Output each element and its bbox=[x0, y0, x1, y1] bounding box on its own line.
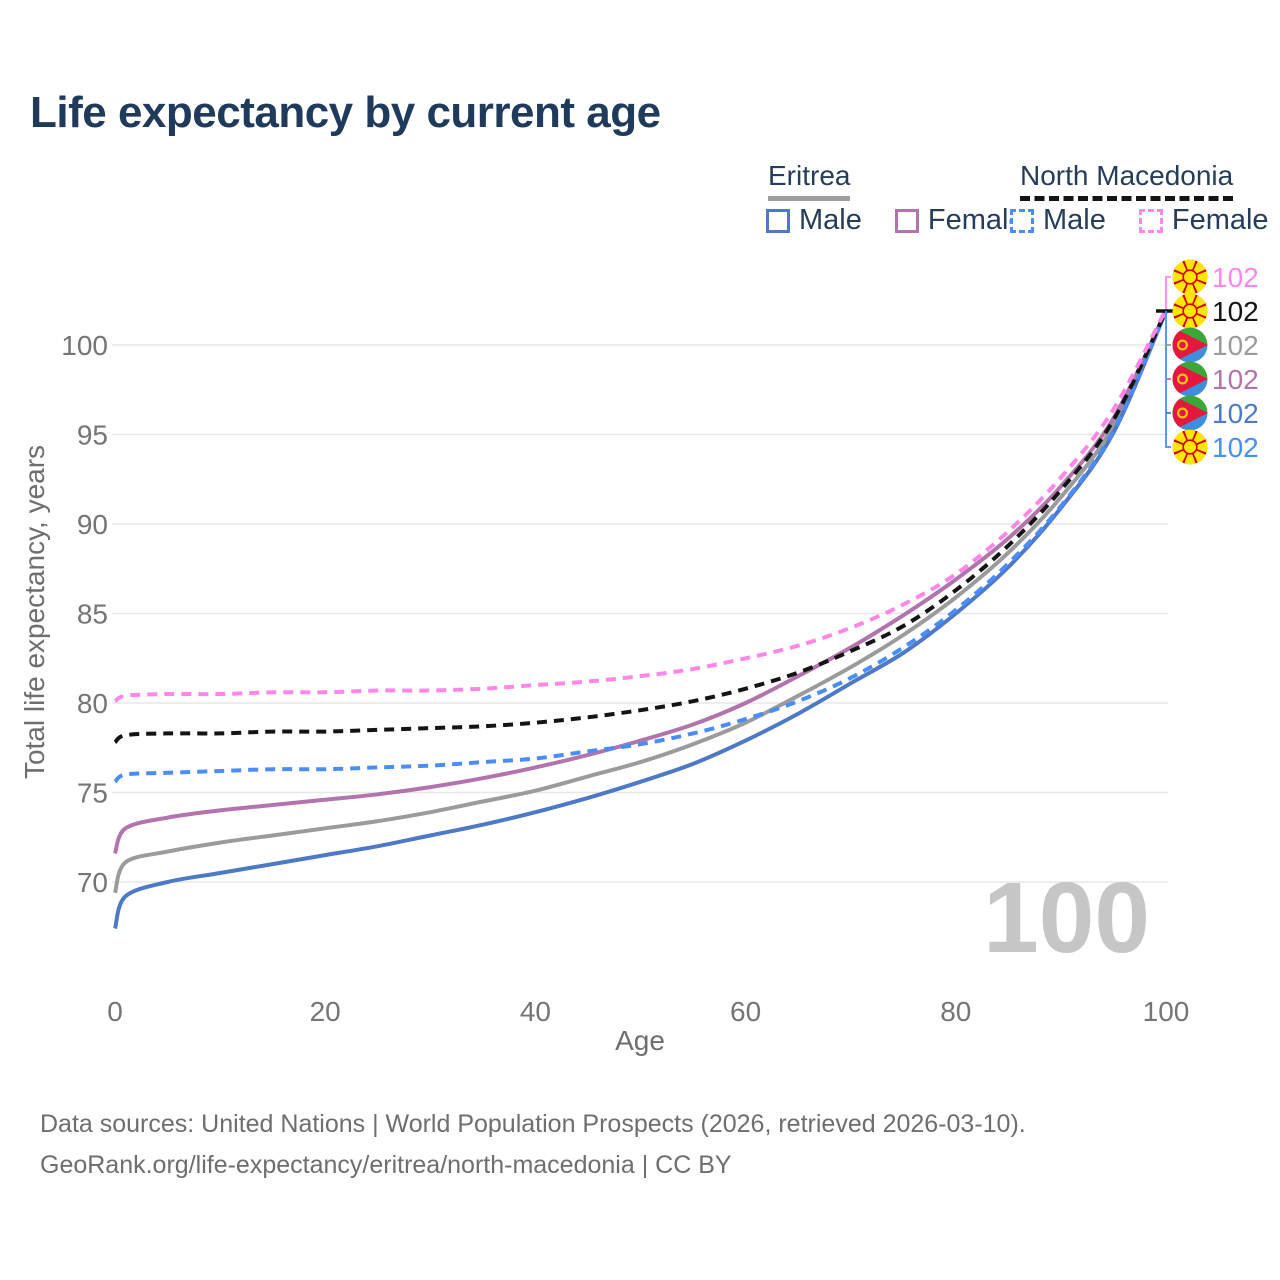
legend-label-eritrea-male: Male bbox=[799, 204, 862, 236]
legend-label-eritrea-female: Female bbox=[927, 204, 1025, 236]
x-tick-label: 20 bbox=[310, 996, 341, 1027]
y-tick-label: 75 bbox=[77, 778, 108, 809]
y-tick-label: 85 bbox=[77, 599, 108, 630]
end-value-label: 102 bbox=[1212, 432, 1259, 463]
eritrea-male-swatch-icon bbox=[766, 208, 790, 233]
axes: 70 75 80 85 90 95 100 0 20 40 60 80 100 Age Total life… bbox=[19, 330, 1189, 1056]
y-tick-label: 100 bbox=[61, 330, 108, 361]
x-tick-label: 100 bbox=[1143, 996, 1190, 1027]
legend-group-eritrea: Eritrea bbox=[768, 160, 851, 201]
eritrea-flag-icon bbox=[1172, 361, 1208, 397]
legend-items-north-macedonia: Male Female bbox=[1010, 204, 1269, 237]
north-macedonia-flag-icon bbox=[1172, 429, 1208, 465]
series-line-eritrea-female bbox=[113, 310, 1168, 855]
x-tick-label: 80 bbox=[940, 996, 971, 1027]
eritrea-female-swatch-icon bbox=[894, 208, 919, 233]
footer-data-sources: Data sources: United Nations | World Pop… bbox=[40, 1110, 1026, 1138]
y-tick-label: 80 bbox=[77, 688, 108, 719]
legend-label-nm-female: Female bbox=[1171, 204, 1269, 236]
eritrea-flag-icon bbox=[1172, 395, 1208, 431]
x-tick-label: 60 bbox=[730, 996, 761, 1027]
watermark: 100 bbox=[983, 862, 1150, 974]
end-value-label: 102 bbox=[1212, 398, 1259, 429]
end-value-label: 102 bbox=[1212, 296, 1259, 327]
end-value-label: 102 bbox=[1212, 262, 1259, 293]
legend-label-nm-male: Male bbox=[1043, 204, 1106, 236]
y-tick-label: 90 bbox=[77, 509, 108, 540]
series-line-nm-total bbox=[113, 310, 1168, 745]
y-tick-label: 70 bbox=[77, 867, 108, 898]
series-line-eritrea-male bbox=[113, 310, 1168, 930]
x-tick-label: 40 bbox=[520, 996, 551, 1027]
end-value-label: 102 bbox=[1212, 364, 1259, 395]
y-gridlines bbox=[112, 344, 1168, 883]
series-line-nm-female bbox=[113, 308, 1168, 703]
end-value-label: 102 bbox=[1212, 330, 1259, 361]
north-macedonia-flag-icon bbox=[1172, 293, 1208, 329]
end-label-leaders bbox=[1156, 276, 1177, 448]
x-tick-label: 0 bbox=[107, 996, 123, 1027]
footer-attribution: GeoRank.org/life-expectancy/eritrea/nort… bbox=[40, 1151, 732, 1179]
y-tick-label: 95 bbox=[77, 420, 108, 451]
y-axis-title: Total life expectancy, years bbox=[19, 445, 50, 779]
page-title: Life expectancy by current age bbox=[30, 88, 661, 137]
series-line-nm-male bbox=[113, 310, 1168, 784]
north-macedonia-male-swatch-icon bbox=[1010, 208, 1034, 233]
legend-group-north-macedonia: North Macedonia bbox=[1020, 160, 1234, 201]
series-line-eritrea-total bbox=[113, 310, 1168, 894]
eritrea-flag-icon bbox=[1172, 327, 1208, 363]
x-axis-title: Age bbox=[615, 1025, 665, 1056]
north-macedonia-female-swatch-icon bbox=[1138, 208, 1163, 233]
legend-items-eritrea: Male Female bbox=[766, 204, 1025, 237]
north-macedonia-flag-icon bbox=[1172, 259, 1208, 295]
footer: Data sources: United Nations | World Pop… bbox=[40, 1104, 1026, 1186]
